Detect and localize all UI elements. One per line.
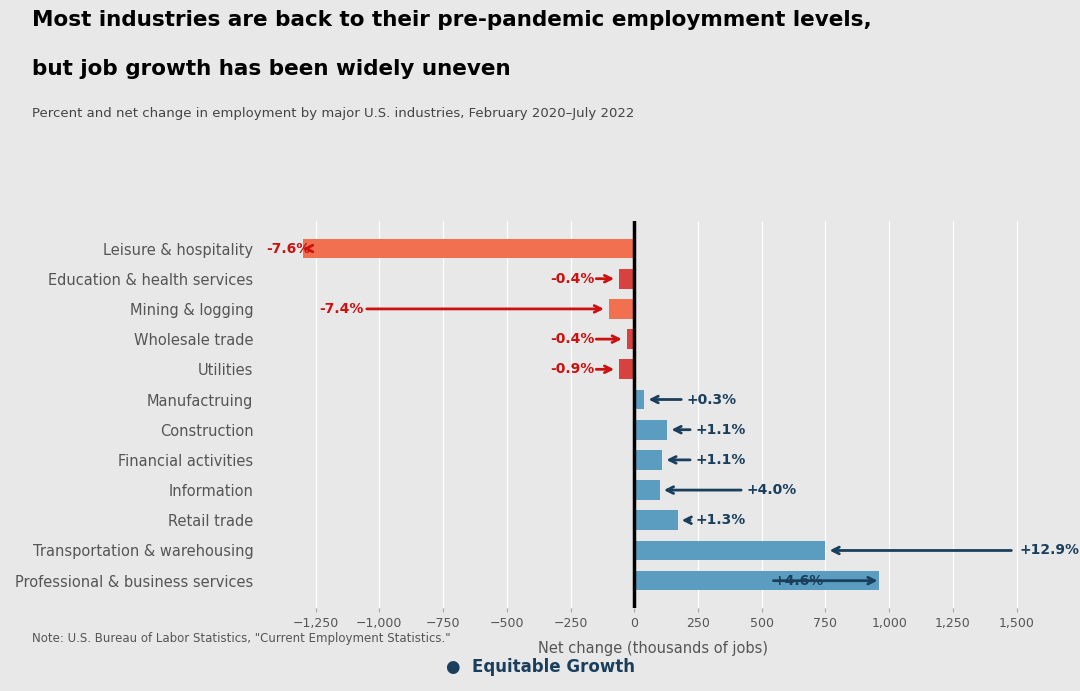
Text: Most industries are back to their pre-pandemic employmment levels,: Most industries are back to their pre-pa… (32, 10, 873, 30)
Bar (619, 269, 634, 289)
Bar (619, 359, 634, 379)
Text: -0.4%: -0.4% (551, 332, 595, 346)
Text: -7.6%: -7.6% (267, 242, 310, 256)
Bar (634, 480, 660, 500)
Text: -0.9%: -0.9% (551, 362, 595, 377)
Bar (634, 450, 662, 470)
Text: -0.4%: -0.4% (551, 272, 595, 285)
Text: +4.0%: +4.0% (746, 483, 797, 497)
Text: +1.1%: +1.1% (696, 453, 746, 467)
Text: +0.3%: +0.3% (687, 392, 737, 406)
Text: ●  Equitable Growth: ● Equitable Growth (446, 658, 635, 676)
Text: Percent and net change in employment by major U.S. industries, February 2020–Jul: Percent and net change in employment by … (32, 107, 635, 120)
Text: Note: U.S. Bureau of Labor Statistics, "Current Employment Statistics.": Note: U.S. Bureau of Labor Statistics, "… (32, 632, 451, 645)
Text: but job growth has been widely uneven: but job growth has been widely uneven (32, 59, 511, 79)
Text: +12.9%: +12.9% (1020, 544, 1079, 558)
Text: +1.1%: +1.1% (696, 423, 746, 437)
Text: -7.4%: -7.4% (320, 302, 364, 316)
Bar (609, 299, 634, 319)
Bar (634, 420, 667, 439)
Bar (634, 511, 677, 530)
Text: +4.6%: +4.6% (773, 574, 823, 587)
X-axis label: Net change (thousands of jobs): Net change (thousands of jobs) (539, 641, 768, 656)
Bar (634, 390, 645, 409)
Bar (634, 571, 879, 591)
Bar (302, 238, 634, 258)
Bar (634, 540, 825, 560)
Text: +1.3%: +1.3% (696, 513, 745, 527)
Bar (626, 330, 634, 349)
